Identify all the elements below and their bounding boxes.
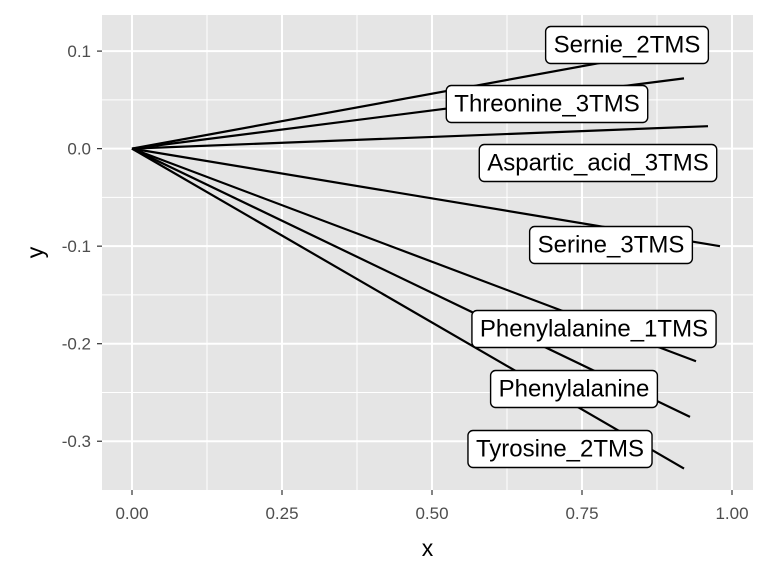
y-tick-label: -0.2 xyxy=(62,335,91,354)
y-tick-label: -0.3 xyxy=(62,432,91,451)
y-axis-title: y xyxy=(22,246,48,258)
labels: Sernie_2TMS Threonine_3TMS Aspartic_acid_3… xyxy=(445,25,718,469)
segment-line xyxy=(131,51,655,150)
label-text: Threonine_3TMS xyxy=(454,91,639,118)
label-box xyxy=(445,84,649,124)
label-text: Phenylalanine_1TMS xyxy=(480,316,708,343)
label-box xyxy=(489,369,659,409)
label-box xyxy=(544,25,710,65)
label-text: Sernie_2TMS xyxy=(554,32,701,59)
x-axis-title: x xyxy=(422,535,434,561)
segment-label: Phenylalanine_1TMS xyxy=(471,309,717,349)
segment-label: Phenylalanine xyxy=(489,369,659,409)
axes: 0.00 0.25 0.50 0.75 1.00 -0.3 -0.2 -0.1 0.0 0.1 xyxy=(62,42,749,523)
segment-label: Serine_3TMS xyxy=(528,225,694,265)
segment-label: Tyrosine_2TMS xyxy=(467,429,653,469)
label-text: Phenylalanine xyxy=(499,376,650,403)
y-tick-label: -0.1 xyxy=(62,237,91,256)
segment-label: Aspartic_acid_3TMS xyxy=(478,143,718,183)
x-tick-label: 0.00 xyxy=(115,504,148,523)
segment-line xyxy=(131,147,685,470)
label-box xyxy=(467,429,653,469)
label-text: Serine_3TMS xyxy=(538,232,685,259)
x-tick-label: 0.50 xyxy=(415,504,448,523)
segment-line xyxy=(131,125,709,150)
label-box xyxy=(528,225,694,265)
label-box xyxy=(478,143,718,183)
label-text: Aspartic_acid_3TMS xyxy=(487,150,708,177)
y-tick-label: 0.1 xyxy=(67,42,91,61)
label-text: Tyrosine_2TMS xyxy=(476,436,644,463)
x-tick-label: 1.00 xyxy=(715,504,748,523)
label-box xyxy=(471,309,717,349)
y-tick-label: 0.0 xyxy=(67,140,91,159)
x-tick-label: 0.75 xyxy=(565,504,598,523)
segment-label: Threonine_3TMS xyxy=(445,84,649,124)
segment-label: Sernie_2TMS xyxy=(544,25,710,65)
x-tick-label: 0.25 xyxy=(265,504,298,523)
